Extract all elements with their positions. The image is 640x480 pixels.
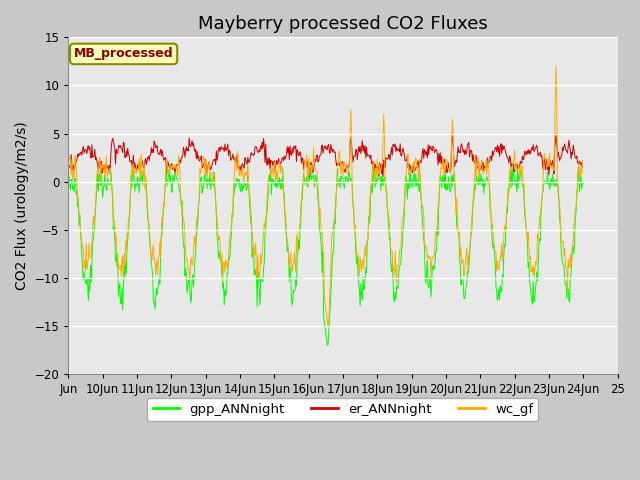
er_ANNnight [449,131,456,136]
er_ANNnight [127,159,134,165]
wc_gf [74,195,81,201]
wc_gf [579,157,586,163]
gpp_ANNnight [404,178,412,183]
Text: MB_processed: MB_processed [74,48,173,60]
gpp_ANNnight [369,163,377,169]
gpp_ANNnight [74,204,81,209]
gpp_ANNnight [323,342,331,348]
wc_gf [206,171,214,177]
Line: wc_gf: wc_gf [68,66,582,326]
gpp_ANNnight [579,180,586,186]
wc_gf [403,156,411,161]
wc_gf [388,248,396,254]
wc_gf [324,323,332,329]
gpp_ANNnight [389,277,397,283]
wc_gf [179,211,187,217]
wc_gf [127,191,134,197]
Title: Mayberry processed CO2 Fluxes: Mayberry processed CO2 Fluxes [198,15,488,33]
gpp_ANNnight [65,177,72,182]
er_ANNnight [305,174,313,180]
Y-axis label: CO2 Flux (urology/m2/s): CO2 Flux (urology/m2/s) [15,121,29,290]
Legend: gpp_ANNnight, er_ANNnight, wc_gf: gpp_ANNnight, er_ANNnight, wc_gf [147,398,538,421]
er_ANNnight [579,164,586,169]
er_ANNnight [388,152,396,158]
er_ANNnight [206,164,214,169]
er_ANNnight [74,151,81,157]
er_ANNnight [403,152,411,158]
wc_gf [552,63,560,69]
er_ANNnight [65,166,72,172]
er_ANNnight [179,153,187,158]
gpp_ANNnight [127,188,134,194]
wc_gf [65,155,72,161]
Line: gpp_ANNnight: gpp_ANNnight [68,166,582,345]
Line: er_ANNnight: er_ANNnight [68,133,582,177]
gpp_ANNnight [179,228,187,234]
gpp_ANNnight [206,170,214,176]
